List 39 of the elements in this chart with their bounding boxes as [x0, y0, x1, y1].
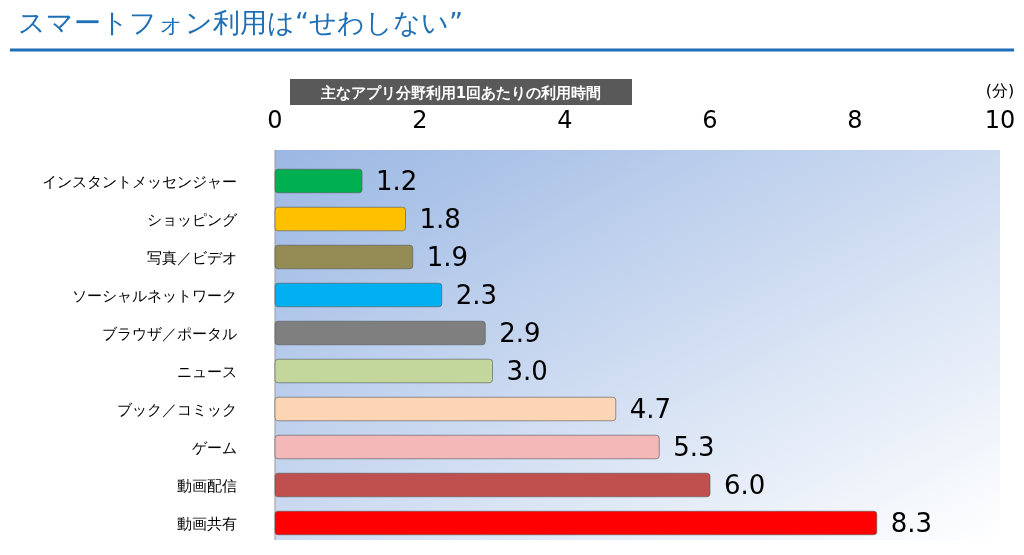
x-tick-label: 0 [267, 106, 283, 134]
data-label: 3.0 [506, 356, 548, 386]
y-tick-label: インスタントメッセンジャー [42, 173, 237, 191]
bar [274, 472, 711, 498]
x-axis-title: (分) [985, 81, 1015, 100]
y-tick-label: ソーシャルネットワーク [72, 287, 237, 305]
y-tick-label: 動画配信 [177, 477, 237, 495]
x-tick-label: 4 [557, 106, 573, 134]
bar [274, 244, 414, 270]
data-label: 1.9 [426, 242, 469, 272]
x-tick-label: 2 [412, 106, 428, 134]
data-label: 2.3 [455, 280, 498, 310]
bar [274, 206, 406, 232]
bar [274, 510, 878, 536]
bar [274, 282, 443, 308]
data-label: 2.9 [499, 318, 541, 348]
title: スマートフォン利用は“せわしない” [18, 7, 463, 38]
y-tick-label: ゲーム [192, 439, 237, 457]
y-tick-label: ニュース [177, 363, 237, 381]
bar [274, 396, 617, 422]
x-tick-label: 10 [984, 106, 1016, 134]
y-tick-label: 動画共有 [177, 515, 237, 533]
x-tick-label: 8 [847, 106, 863, 134]
data-label: 8.3 [890, 508, 933, 538]
data-label: 6.0 [724, 470, 766, 500]
data-label: 1.8 [419, 204, 461, 234]
bar [274, 168, 363, 194]
x-tick-label: 6 [702, 106, 718, 134]
y-tick-label: 写真／ビデオ [147, 249, 237, 267]
data-label: 5.3 [673, 432, 715, 462]
chart-subtitle: 主なアプリ分野利用1回あたりの利用時間 [319, 84, 602, 102]
bar [274, 358, 493, 384]
data-label: 4.7 [629, 394, 672, 424]
y-tick-label: ブラウザ／ポータル [102, 325, 237, 343]
bar [274, 320, 486, 346]
y-tick-label: ブック／コミック [117, 401, 237, 419]
bar [274, 434, 660, 460]
y-tick-label: ショッピング [147, 211, 238, 229]
data-label: 1.2 [376, 166, 418, 196]
